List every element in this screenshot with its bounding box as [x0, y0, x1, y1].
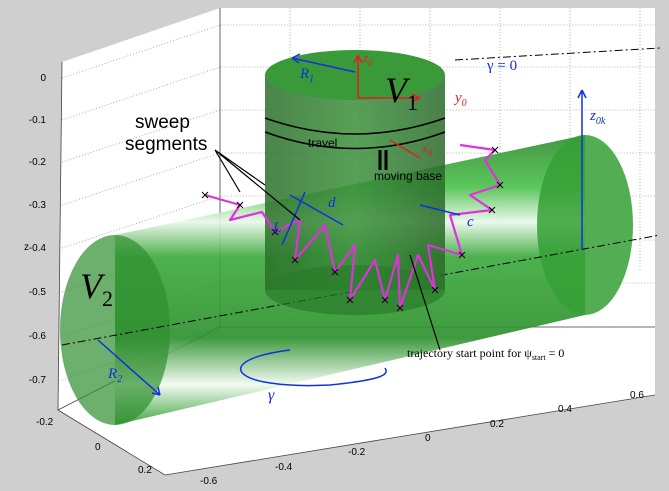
travel-label: travel	[308, 136, 337, 150]
tick-label: 0.6	[630, 390, 644, 401]
page: {"axes": {"z_label": "z", "z_ticks": ["0…	[0, 0, 669, 491]
label-main: y	[453, 90, 462, 106]
cylinder-end	[60, 235, 170, 425]
label-sub: 0	[368, 58, 373, 68]
z-axis: z 0 -0.1 -0.2 -0.3 -0.4 -0.5 -0.6 -0.7	[24, 73, 46, 386]
label-main: R	[299, 66, 309, 82]
figure: z 0 -0.1 -0.2 -0.3 -0.4 -0.5 -0.6 -0.7 -…	[0, 0, 669, 491]
tick-label: -0.7	[29, 375, 47, 386]
label-main: trajectory start point for ψ	[407, 346, 532, 360]
cylinder-end	[537, 135, 633, 315]
tick-label: -0.2	[348, 447, 366, 458]
label-sub: start	[532, 353, 547, 362]
gamma-zero-label: γ = 0	[486, 58, 517, 74]
tick-label: -0.6	[200, 476, 218, 487]
tick-label: 0.2	[490, 419, 504, 430]
label-sub: 2	[117, 374, 122, 385]
label-sub: 1	[407, 90, 418, 115]
moving-base-label: moving base	[374, 169, 442, 183]
label-sub: 0k	[596, 116, 606, 127]
label-main: R	[107, 366, 117, 382]
tick-label: -0.2	[29, 157, 47, 168]
label-sub: 0	[428, 148, 433, 158]
label-sub: 2	[102, 286, 113, 311]
tick-label: 0.2	[138, 465, 152, 476]
tick-label: 0	[40, 73, 46, 84]
tick-label: -0.2	[36, 417, 54, 428]
tick-label: -0.5	[29, 287, 47, 298]
tick-label: 0.4	[558, 404, 572, 415]
sweep-label: segments	[125, 134, 207, 155]
tick-label: 0	[95, 442, 101, 453]
tick-label: -0.1	[29, 115, 47, 126]
tick-label: -0.4	[29, 243, 47, 254]
tick-label: -0.4	[275, 462, 293, 473]
sweep-label: sweep	[135, 112, 190, 133]
label-sub: 0	[462, 98, 467, 109]
tick-label: 0	[425, 433, 431, 444]
c-label: c	[467, 214, 474, 230]
label-tail: = 0	[546, 346, 565, 360]
l-label: L	[272, 220, 281, 236]
tick-label: -0.6	[29, 331, 47, 342]
gamma-label: γ	[268, 387, 275, 404]
label-sub: 1	[309, 74, 314, 85]
tick-label: -0.3	[29, 200, 47, 211]
d-label: d	[328, 195, 336, 211]
